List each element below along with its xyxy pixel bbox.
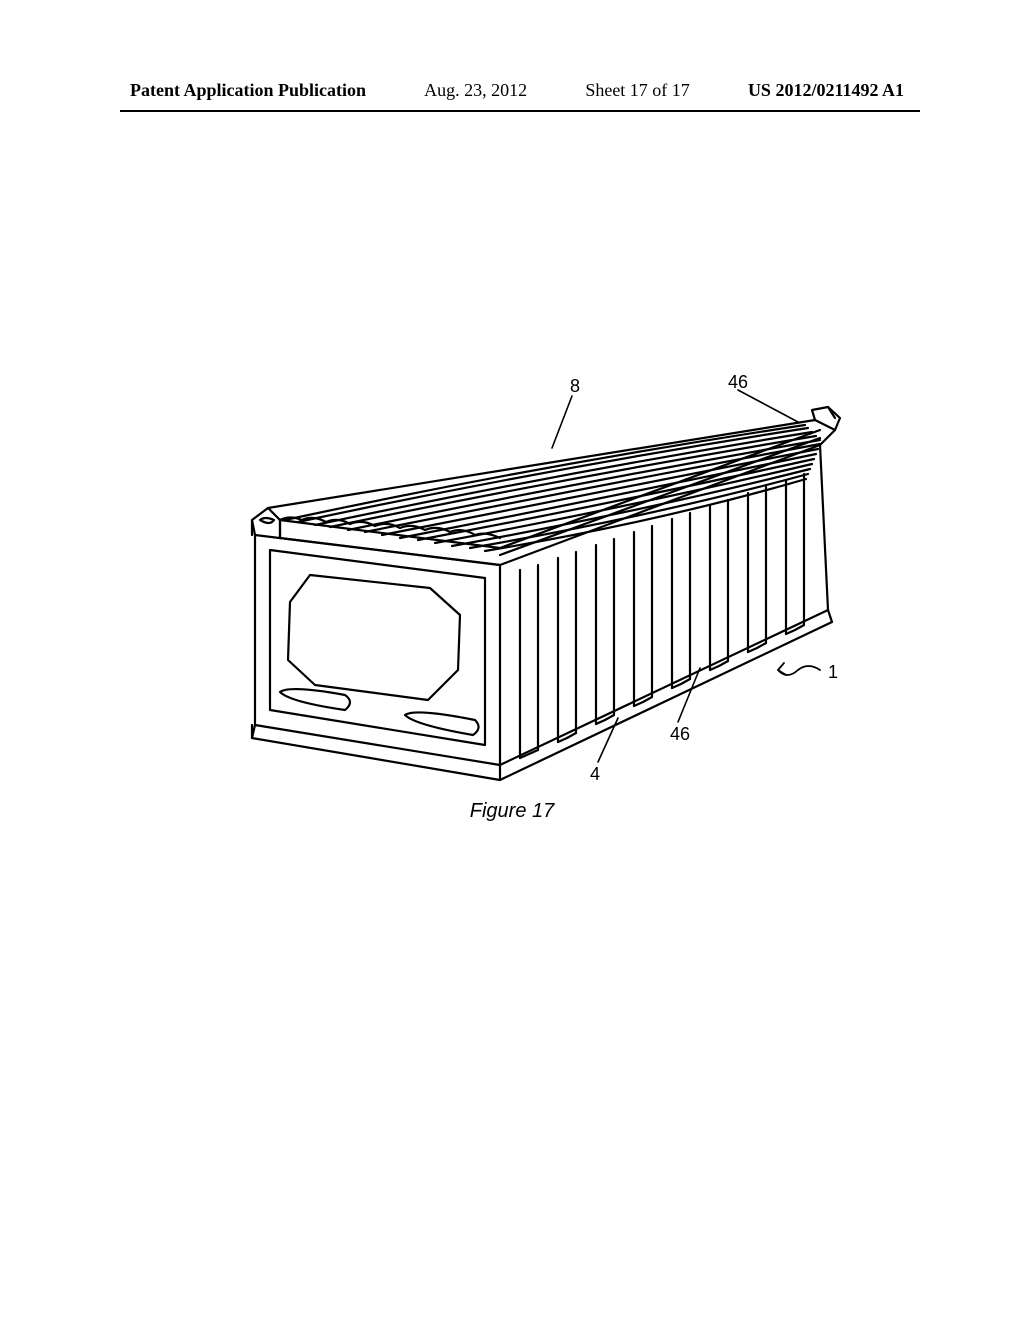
ref-46-bottom: 46 bbox=[670, 724, 690, 744]
ref-4: 4 bbox=[590, 764, 600, 784]
sheet-number: Sheet 17 of 17 bbox=[585, 80, 689, 101]
figure-caption: Figure 17 bbox=[0, 800, 1024, 823]
container-drawing: 8 46 46 4 1 bbox=[180, 370, 870, 810]
figure-17: 8 46 46 4 1 bbox=[180, 370, 870, 790]
publication-number: US 2012/0211492 A1 bbox=[748, 80, 904, 101]
ref-8: 8 bbox=[570, 376, 580, 396]
publication-date: Aug. 23, 2012 bbox=[424, 80, 527, 101]
header-rule bbox=[120, 110, 920, 112]
publication-label: Patent Application Publication bbox=[130, 80, 366, 101]
page-header: Patent Application Publication Aug. 23, … bbox=[0, 80, 1024, 101]
ref-1: 1 bbox=[828, 662, 838, 682]
ref-46-top: 46 bbox=[728, 372, 748, 392]
